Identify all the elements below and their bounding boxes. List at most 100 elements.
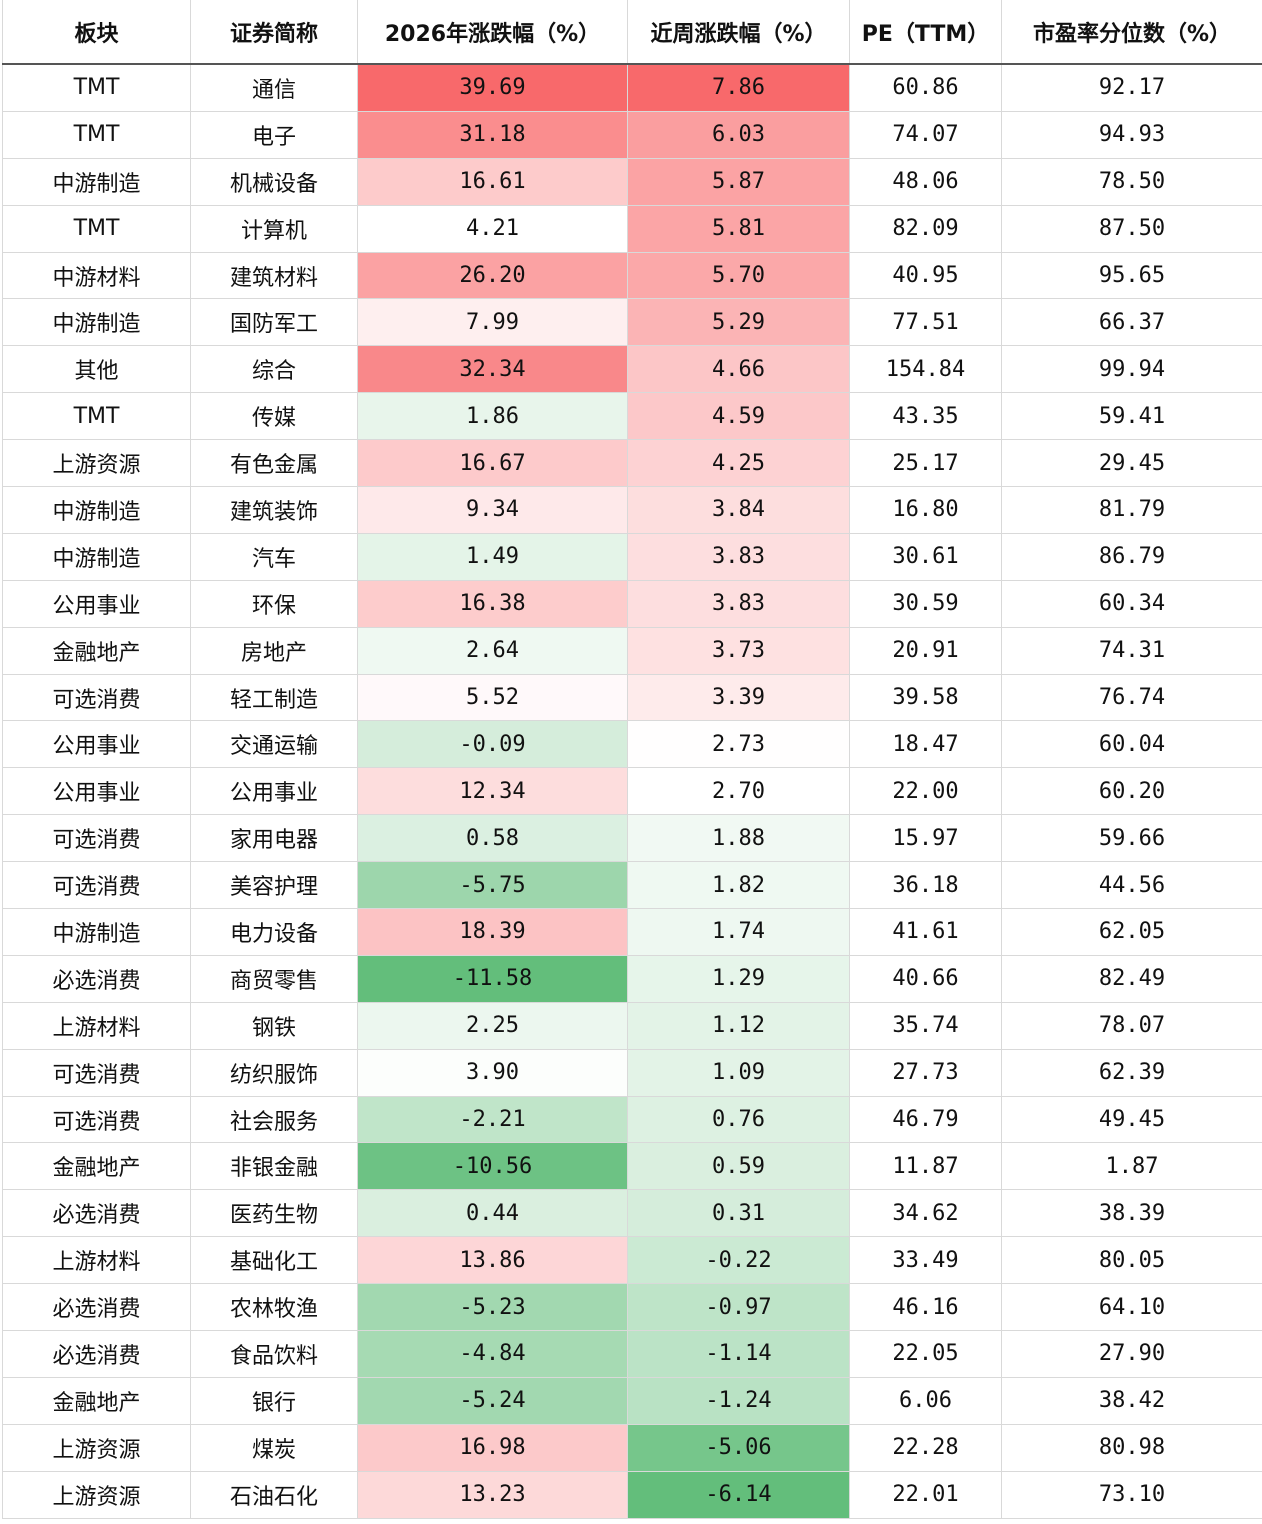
table-row: 必选消费 农林牧渔 -5.23 -0.97 46.16 64.10 (2, 1283, 1262, 1332)
number-cell: 2.64 (357, 626, 628, 675)
number-cell: 5.81 (627, 204, 850, 253)
number-cell: 27.73 (849, 1048, 1002, 1097)
text-cell: 中游制造 (2, 908, 191, 956)
number-cell: 22.01 (849, 1470, 1002, 1519)
text-cell: 中游制造 (2, 486, 191, 534)
table-row: 中游制造 汽车 1.49 3.83 30.61 86.79 (2, 532, 1262, 581)
number-cell: 4.21 (357, 204, 628, 253)
text-cell: 建筑装饰 (190, 486, 358, 534)
text-cell: 医药生物 (190, 1189, 358, 1238)
table-row: 金融地产 房地产 2.64 3.73 20.91 74.31 (2, 626, 1262, 675)
number-cell: 1.49 (357, 532, 628, 581)
text-cell: TMT (2, 110, 191, 159)
number-cell: 80.98 (1001, 1423, 1262, 1472)
column-header: 板块 (2, 0, 191, 65)
number-cell: -0.22 (627, 1236, 850, 1285)
number-cell: 62.39 (1001, 1048, 1262, 1097)
number-cell: -4.84 (357, 1330, 628, 1378)
number-cell: 3.83 (627, 532, 850, 581)
table-row: 其他 综合 32.34 4.66 154.84 99.94 (2, 345, 1262, 394)
number-cell: 74.07 (849, 110, 1002, 159)
text-cell: 计算机 (190, 204, 358, 253)
number-cell: 60.04 (1001, 720, 1262, 769)
text-cell: 必选消费 (2, 1189, 191, 1238)
number-cell: 1.09 (627, 1048, 850, 1097)
table-row: TMT 计算机 4.21 5.81 82.09 87.50 (2, 204, 1262, 253)
text-cell: 综合 (190, 345, 358, 394)
text-cell: 汽车 (190, 532, 358, 581)
text-cell: 机械设备 (190, 157, 358, 206)
text-cell: 中游制造 (2, 532, 191, 581)
number-cell: 0.59 (627, 1142, 850, 1191)
number-cell: -1.24 (627, 1376, 850, 1425)
text-cell: 国防军工 (190, 298, 358, 347)
number-cell: 40.66 (849, 954, 1002, 1003)
text-cell: 可选消费 (2, 861, 191, 910)
number-cell: 31.18 (357, 110, 628, 159)
number-cell: -5.06 (627, 1423, 850, 1472)
number-cell: 20.91 (849, 626, 1002, 675)
number-cell: -0.09 (357, 720, 628, 769)
table-row: 上游资源 煤炭 16.98 -5.06 22.28 80.98 (2, 1423, 1262, 1472)
number-cell: 29.45 (1001, 439, 1262, 488)
number-cell: -5.23 (357, 1283, 628, 1332)
text-cell: 中游材料 (2, 251, 191, 300)
number-cell: -2.21 (357, 1095, 628, 1144)
number-cell: 92.17 (1001, 63, 1262, 112)
text-cell: 房地产 (190, 626, 358, 675)
number-cell: 62.05 (1001, 908, 1262, 956)
number-cell: 1.29 (627, 954, 850, 1003)
table-row: 可选消费 家用电器 0.58 1.88 15.97 59.66 (2, 814, 1262, 863)
number-cell: 30.61 (849, 532, 1002, 581)
number-cell: 27.90 (1001, 1330, 1262, 1378)
number-cell: 0.76 (627, 1095, 850, 1144)
text-cell: 非银金融 (190, 1142, 358, 1191)
number-cell: 60.86 (849, 63, 1002, 112)
text-cell: 金融地产 (2, 1376, 191, 1425)
number-cell: -6.14 (627, 1470, 850, 1519)
number-cell: 9.34 (357, 486, 628, 534)
number-cell: -0.97 (627, 1283, 850, 1332)
number-cell: 73.10 (1001, 1470, 1262, 1519)
number-cell: 30.59 (849, 579, 1002, 628)
number-cell: 4.59 (627, 392, 850, 441)
number-cell: 80.05 (1001, 1236, 1262, 1285)
table-row: 必选消费 医药生物 0.44 0.31 34.62 38.39 (2, 1189, 1262, 1238)
text-cell: 上游资源 (2, 1470, 191, 1519)
number-cell: 25.17 (849, 439, 1002, 488)
number-cell: 59.41 (1001, 392, 1262, 441)
text-cell: 银行 (190, 1376, 358, 1425)
number-cell: -5.75 (357, 861, 628, 910)
table-row: TMT 电子 31.18 6.03 74.07 94.93 (2, 110, 1262, 159)
column-header: 近周涨跌幅（%） (627, 0, 850, 65)
number-cell: 33.49 (849, 1236, 1002, 1285)
table-row: 上游材料 钢铁 2.25 1.12 35.74 78.07 (2, 1001, 1262, 1050)
number-cell: 49.45 (1001, 1095, 1262, 1144)
text-cell: 通信 (190, 63, 358, 112)
text-cell: 电力设备 (190, 908, 358, 956)
number-cell: 22.28 (849, 1423, 1002, 1472)
text-cell: 公用事业 (2, 720, 191, 769)
table-row: 金融地产 非银金融 -10.56 0.59 11.87 1.87 (2, 1142, 1262, 1191)
table-row: 上游材料 基础化工 13.86 -0.22 33.49 80.05 (2, 1236, 1262, 1285)
number-cell: 6.03 (627, 110, 850, 159)
table-row: 公用事业 环保 16.38 3.83 30.59 60.34 (2, 579, 1262, 628)
text-cell: 中游制造 (2, 298, 191, 347)
text-cell: 食品饮料 (190, 1330, 358, 1378)
number-cell: 77.51 (849, 298, 1002, 347)
number-cell: 16.80 (849, 486, 1002, 534)
number-cell: 13.23 (357, 1470, 628, 1519)
text-cell: 煤炭 (190, 1423, 358, 1472)
table-row: 可选消费 社会服务 -2.21 0.76 46.79 49.45 (2, 1095, 1262, 1144)
number-cell: 16.61 (357, 157, 628, 206)
text-cell: 有色金属 (190, 439, 358, 488)
number-cell: 94.93 (1001, 110, 1262, 159)
text-cell: 电子 (190, 110, 358, 159)
number-cell: 0.31 (627, 1189, 850, 1238)
number-cell: 0.58 (357, 814, 628, 863)
number-cell: 66.37 (1001, 298, 1262, 347)
table-row: 公用事业 交通运输 -0.09 2.73 18.47 60.04 (2, 720, 1262, 769)
table-row: TMT 通信 39.69 7.86 60.86 92.17 (2, 63, 1262, 112)
number-cell: 16.67 (357, 439, 628, 488)
